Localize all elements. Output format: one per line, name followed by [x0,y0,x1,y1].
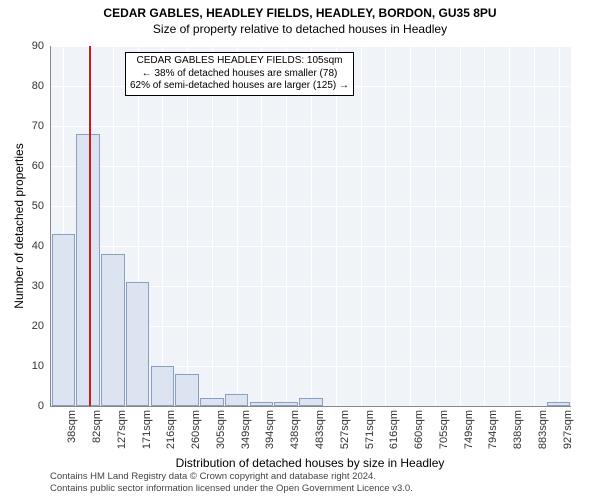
gridline-v [162,46,163,406]
y-tick-label: 20 [14,320,44,332]
gridline-v [187,46,188,406]
footer-line1: Contains HM Land Registry data © Crown c… [50,471,413,482]
gridline-v [237,46,238,406]
gridline-v [460,46,461,406]
x-tick-label: 927sqm [562,410,574,449]
x-tick-label: 794sqm [487,410,499,449]
x-tick-label: 705sqm [438,410,450,449]
x-tick-label: 127sqm [116,410,128,449]
x-tick-label: 305sqm [215,410,227,449]
gridline-v [534,46,535,406]
gridline-v [361,46,362,406]
x-tick-label: 883sqm [537,410,549,449]
gridline-v [261,46,262,406]
gridline-v [212,46,213,406]
gridline-v [286,46,287,406]
callout-line3: 62% of semi-detached houses are larger (… [130,80,349,93]
reference-callout: CEDAR GABLES HEADLEY FIELDS: 105sqm ← 38… [125,52,354,96]
gridline-v [410,46,411,406]
x-tick-label: 838sqm [512,410,524,449]
y-tick-label: 10 [14,360,44,372]
callout-line2: ← 38% of detached houses are smaller (78… [130,68,349,81]
x-tick-label: 171sqm [141,410,153,449]
x-tick-label: 616sqm [388,410,400,449]
histogram-bar [52,234,76,406]
x-tick-label: 749sqm [463,410,475,449]
x-tick-label: 571sqm [364,410,376,449]
y-tick-label: 60 [14,160,44,172]
histogram-bar [250,402,274,406]
histogram-bar [299,398,323,406]
histogram-bar [126,282,150,406]
x-tick-label: 216sqm [165,410,177,449]
footer-line2: Contains public sector information licen… [50,483,413,494]
histogram-bar [76,134,100,406]
histogram-bar [547,402,571,406]
gridline-v [435,46,436,406]
gridline-v [484,46,485,406]
x-tick-label: 438sqm [289,410,301,449]
plot-region: CEDAR GABLES HEADLEY FIELDS: 105sqm ← 38… [50,46,571,407]
chart-title-sub: Size of property relative to detached ho… [0,20,600,36]
x-tick-label: 260sqm [190,410,202,449]
gridline-v [385,46,386,406]
y-tick-label: 50 [14,200,44,212]
gridline-v [311,46,312,406]
y-tick-label: 0 [14,400,44,412]
callout-line1: CEDAR GABLES HEADLEY FIELDS: 105sqm [130,55,349,68]
x-tick-label: 394sqm [264,410,276,449]
chart-container: CEDAR GABLES, HEADLEY FIELDS, HEADLEY, B… [0,0,600,500]
footer-attribution: Contains HM Land Registry data © Crown c… [50,471,413,494]
y-tick-label: 40 [14,240,44,252]
x-tick-label: 82sqm [91,410,103,443]
histogram-bar [175,374,199,406]
y-tick-label: 80 [14,80,44,92]
gridline-v [559,46,560,406]
x-tick-label: 660sqm [413,410,425,449]
histogram-bar [101,254,125,406]
x-axis-label: Distribution of detached houses by size … [50,456,570,470]
x-tick-label: 349sqm [240,410,252,449]
histogram-bar [274,402,298,406]
x-tick-label: 483sqm [314,410,326,449]
histogram-bar [151,366,175,406]
reference-line [89,46,91,406]
y-tick-label: 30 [14,280,44,292]
gridline-v [336,46,337,406]
gridline-v [509,46,510,406]
y-tick-label: 70 [14,120,44,132]
histogram-bar [200,398,224,406]
x-tick-label: 38sqm [66,410,78,443]
x-tick-label: 527sqm [339,410,351,449]
chart-area: Number of detached properties CEDAR GABL… [50,46,570,406]
chart-title-main: CEDAR GABLES, HEADLEY FIELDS, HEADLEY, B… [0,0,600,20]
y-tick-label: 90 [14,40,44,52]
histogram-bar [225,394,249,406]
